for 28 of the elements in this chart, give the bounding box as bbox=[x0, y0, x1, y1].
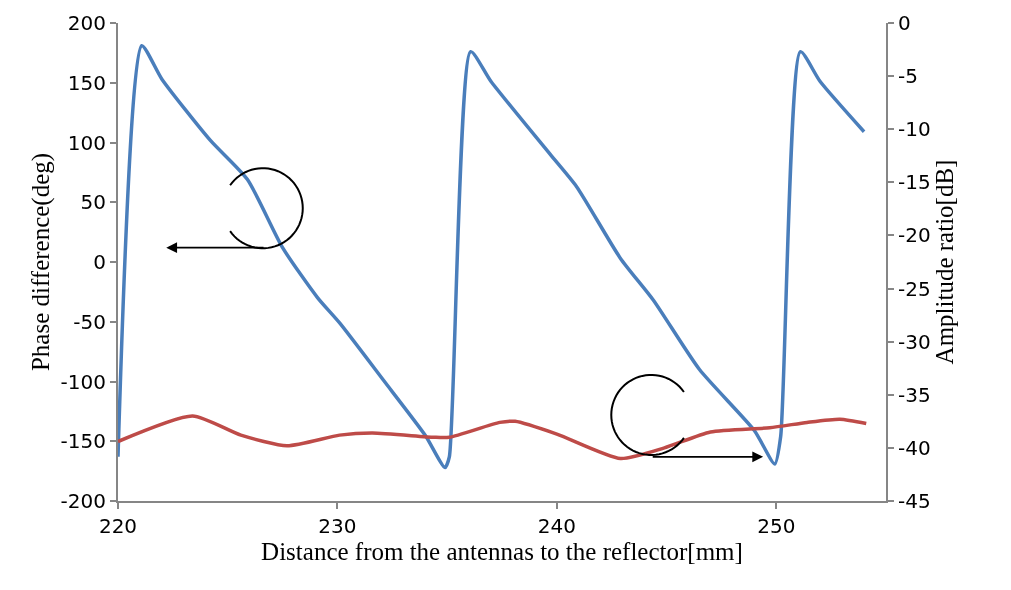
x-tick-label: 230 bbox=[318, 514, 357, 538]
y2-tick-label: -35 bbox=[898, 382, 931, 407]
y2-tick-label: -25 bbox=[898, 276, 931, 301]
y-tick-label: -200 bbox=[60, 489, 106, 513]
y2-tick-label: -5 bbox=[898, 64, 918, 89]
y2-tick-label: 0 bbox=[898, 11, 911, 35]
x-tick-label: 220 bbox=[98, 514, 138, 538]
line-series bbox=[118, 43, 866, 470]
y-axis-title: Phase difference(deg) bbox=[26, 152, 55, 372]
y2-axis-title: Amplitude ratio[dB] bbox=[930, 159, 958, 365]
y-tick-label: -150 bbox=[60, 429, 106, 454]
y2-tick-label: -10 bbox=[898, 117, 931, 142]
y-tick-label: -50 bbox=[73, 309, 106, 334]
y-tick-label: 50 bbox=[80, 190, 106, 215]
x-tick-label: 250 bbox=[757, 514, 796, 538]
x-axis-title: Distance from the antennas to the reflector[mm] bbox=[261, 538, 743, 565]
y2-tick-label: -20 bbox=[898, 223, 931, 248]
y2-tick-label: -45 bbox=[898, 489, 931, 513]
y2-tick-label: -40 bbox=[898, 435, 931, 460]
y-tick-label: 100 bbox=[67, 130, 106, 155]
y-tick-label: 0 bbox=[93, 250, 106, 274]
y-tick-label: 200 bbox=[67, 11, 106, 35]
y-tick-label: 150 bbox=[67, 70, 106, 95]
line-series bbox=[118, 414, 868, 461]
x-tick-label: 240 bbox=[537, 514, 576, 538]
y-tick-label: -100 bbox=[60, 369, 106, 394]
y2-tick-label: -30 bbox=[898, 329, 931, 354]
y2-tick-label: -15 bbox=[898, 170, 931, 195]
